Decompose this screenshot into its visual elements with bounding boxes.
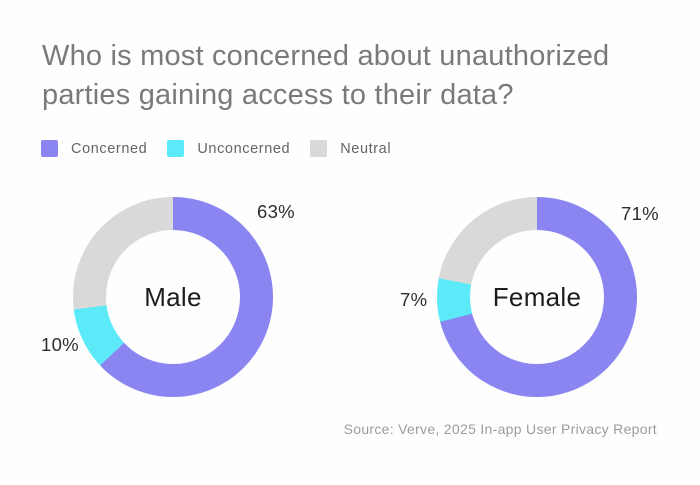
legend-item-unconcerned: Unconcerned [167, 140, 290, 157]
legend-swatch-unconcerned-icon [167, 140, 185, 157]
page-title: Who is most concerned about unauthorized… [42, 40, 610, 111]
donut-center-label-male: Male [144, 281, 202, 312]
donut-chart-female: Female [437, 197, 637, 397]
chart-legend: Concerned Unconcerned Neutral [41, 140, 391, 157]
donut-center-label-female: Female [492, 281, 582, 312]
legend-item-concerned: Concerned [41, 140, 147, 157]
donut-chart-male: Male [73, 197, 273, 397]
legend-label-neutral: Neutral [340, 140, 392, 157]
legend-label-concerned: Concerned [71, 140, 148, 157]
legend-swatch-neutral-icon [310, 140, 328, 157]
data-label-male-unconcerned: 10% [41, 334, 79, 355]
data-label-male-concerned: 63% [257, 201, 295, 222]
legend-label-unconcerned: Unconcerned [197, 140, 291, 157]
legend-swatch-concerned-icon [41, 140, 58, 157]
data-label-female-unconcerned: 7% [400, 289, 428, 310]
source-attribution: Source: Verve, 2025 In-app User Privacy … [343, 421, 657, 437]
data-label-female-concerned: 71% [621, 203, 659, 224]
legend-item-neutral: Neutral [310, 140, 391, 157]
